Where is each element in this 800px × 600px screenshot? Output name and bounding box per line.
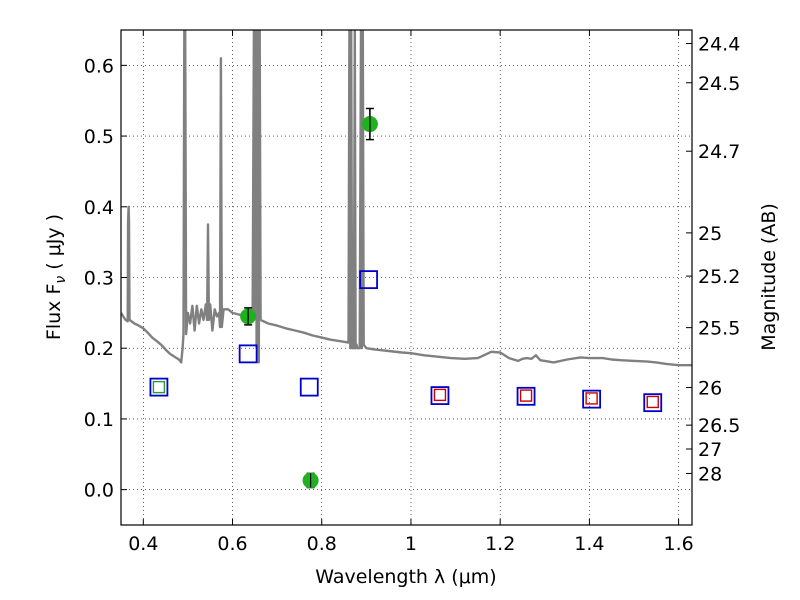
x-axis-label: Wavelength λ (μm) — [315, 566, 496, 588]
y-tick-label: 0.2 — [84, 338, 114, 360]
y2-tick-label: 26.5 — [698, 415, 740, 437]
model-flux-marker-red — [585, 392, 598, 405]
axis-ticks: 0.4 0.6 0.8 1 1.2 1.4 1.6 0.0 0.1 0.2 0.3 0.4 0.5 0.6… — [84, 30, 740, 555]
y2-tick-label: 24.5 — [698, 73, 740, 95]
x-tick-label: 1.4 — [574, 533, 604, 555]
x-tick-label: 0.8 — [307, 533, 337, 555]
x-tick-label: 1 — [405, 533, 417, 555]
plot-data — [121, 30, 692, 489]
y-axis-label: Flux Fν ( μJy ) — [43, 214, 69, 340]
y2-tick-label: 26 — [698, 377, 722, 399]
model-flux-marker-blue — [299, 377, 319, 397]
y-axis-label-unit: ( μJy ) — [43, 214, 65, 276]
y-axis-label-main: Flux F — [43, 284, 65, 340]
y2-tick-label: 24.7 — [698, 141, 740, 163]
x-tick-label: 0.6 — [217, 533, 247, 555]
y-tick-label: 0.1 — [84, 409, 114, 431]
y2-tick-label: 27 — [698, 439, 722, 461]
x-tick-label: 1.6 — [664, 533, 694, 555]
model-flux-marker-red — [519, 389, 533, 402]
y2-axis-label: Magnitude (AB) — [758, 203, 780, 351]
y-axis-label-subscript: ν — [53, 276, 69, 284]
model-flux-marker-blue — [149, 377, 169, 397]
y-tick-label: 0.0 — [84, 480, 114, 502]
y2-tick-label: 25 — [698, 223, 722, 245]
model-flux-marker-red — [646, 395, 659, 409]
y-tick-label: 0.5 — [84, 126, 114, 148]
y-tick-label: 0.6 — [84, 55, 114, 77]
model-flux-marker-blue — [582, 389, 602, 409]
model-flux-marker-blue — [359, 270, 378, 290]
x-tick-label: 1.2 — [485, 533, 515, 555]
model-flux-marker-blue — [238, 344, 258, 364]
grid-lines — [121, 30, 692, 525]
y2-tick-label: 28 — [698, 463, 722, 485]
model-flux-marker-blue — [643, 393, 663, 413]
x-tick-label: 0.4 — [128, 533, 158, 555]
model-flux-marker-blue — [430, 386, 450, 405]
model-flux-marker-green — [152, 380, 166, 394]
y2-tick-label: 25.5 — [698, 318, 740, 340]
y2-tick-label: 25.2 — [698, 266, 740, 288]
y2-tick-label: 24.4 — [698, 34, 740, 56]
y-tick-label: 0.3 — [84, 268, 114, 290]
model-flux-marker-blue — [516, 386, 536, 406]
model-flux-marker-red — [433, 388, 447, 402]
sed-model-line — [121, 30, 692, 367]
y-tick-label: 0.4 — [84, 197, 114, 219]
